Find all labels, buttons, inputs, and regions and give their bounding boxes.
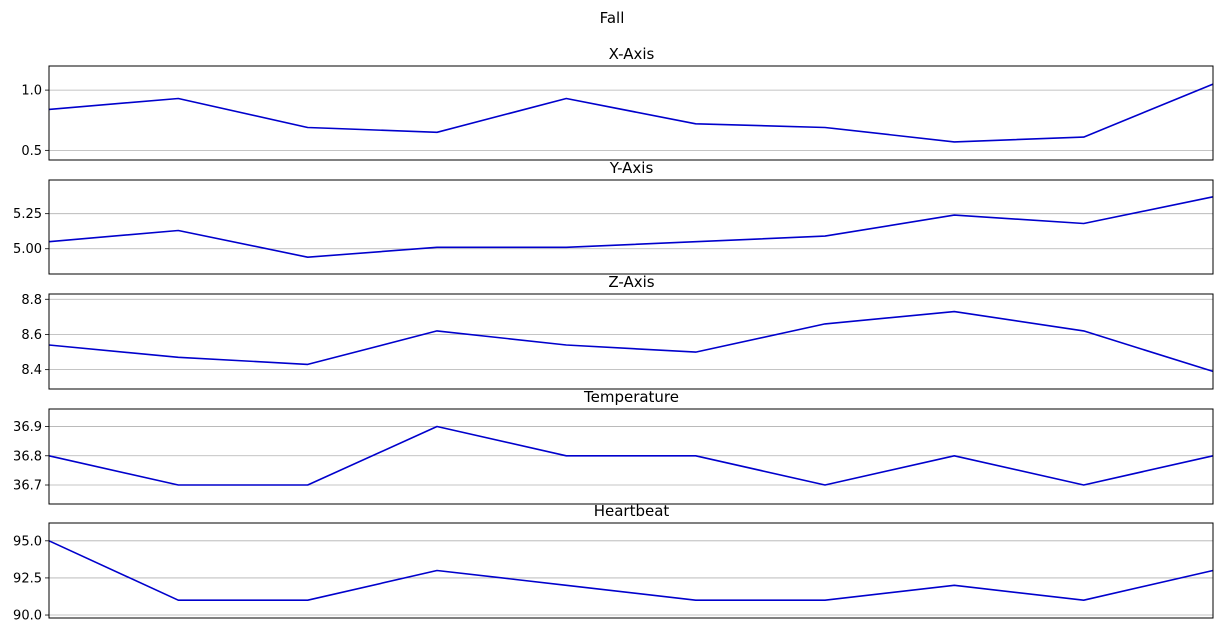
panel-y-axis: 5.00 5.25 Y-Axis — [13, 159, 1214, 275]
panel-z-axis: 8.4 8.6 8.8 Z-Axis — [21, 273, 1214, 390]
y-tick-label: 5.25 — [13, 207, 42, 222]
panel-title: X-Axis — [609, 45, 655, 63]
y-tick-label: 36.8 — [13, 449, 42, 464]
y-tick-label: 0.5 — [21, 144, 42, 159]
axes-frame — [48, 293, 1214, 390]
panel-title: Z-Axis — [608, 273, 654, 291]
axes-frame — [48, 522, 1214, 619]
panel-title: Y-Axis — [609, 159, 654, 177]
panels-group: 0.5 1.0 X-Axis 5.00 5.25 Y-Axis 8.4 8.6 8.8 Z-Axi… — [13, 45, 1214, 624]
panel-temperature: 36.7 36.8 36.9 Temperature — [13, 388, 1214, 505]
series-line-x-axis — [48, 83, 1214, 143]
axes-frame — [48, 179, 1214, 275]
y-tick-label: 36.9 — [13, 420, 42, 435]
figure-title: Fall — [600, 9, 625, 27]
y-tick-label: 8.6 — [21, 328, 42, 343]
panel-title: Temperature — [583, 388, 679, 406]
panel-title: Heartbeat — [594, 502, 670, 520]
panel-x-axis: 0.5 1.0 X-Axis — [21, 45, 1214, 161]
series-line-y-axis — [48, 196, 1214, 259]
y-tick-label: 95.0 — [13, 534, 42, 549]
series-line-heartbeat — [48, 540, 1214, 602]
y-tick-label: 5.00 — [13, 242, 42, 257]
panel-heartbeat: 90.0 92.5 95.0 Heartbeat — [13, 502, 1214, 624]
series-line-temperature — [48, 425, 1214, 486]
series-line-z-axis — [48, 310, 1214, 373]
axes-frame — [48, 408, 1214, 505]
y-tick-label: 36.7 — [13, 479, 42, 494]
axes-frame — [48, 65, 1214, 161]
y-tick-label: 1.0 — [21, 84, 42, 99]
y-tick-label: 8.4 — [21, 363, 42, 378]
y-tick-label: 8.8 — [21, 293, 42, 308]
y-tick-label: 90.0 — [13, 609, 42, 624]
y-tick-label: 92.5 — [13, 571, 42, 586]
